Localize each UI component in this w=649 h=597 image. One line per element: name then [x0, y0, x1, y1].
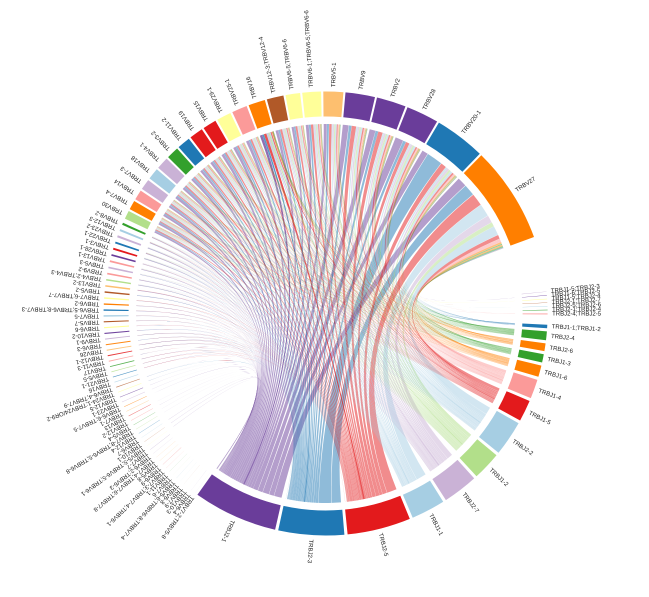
svg-text:TRBV10-2: TRBV10-2 [71, 330, 100, 339]
svg-text:TRBV5-2: TRBV5-2 [75, 286, 101, 294]
svg-text:TRBV6-6: TRBV6-6 [74, 324, 100, 332]
svg-text:TRBV26: TRBV26 [79, 347, 103, 357]
svg-text:TRBV9-2: TRBV9-2 [77, 265, 103, 275]
svg-text:TRBJ1-3: TRBJ1-3 [547, 357, 572, 368]
svg-text:TRBV6-3: TRBV6-3 [76, 342, 102, 352]
svg-text:TRBJ2-5;TRBJ2-6: TRBJ2-5;TRBJ2-6 [552, 302, 602, 310]
svg-text:TRBJ1-1;TRBJ1-2: TRBJ1-1;TRBJ1-2 [551, 324, 601, 333]
svg-text:TRBJ2-6: TRBJ2-6 [549, 346, 574, 356]
svg-text:TRBV5-1: TRBV5-1 [331, 62, 338, 88]
svg-text:TRBJ1-5;TRBJ2-4: TRBJ1-5;TRBJ2-4 [551, 293, 601, 302]
svg-text:TRBV6-2: TRBV6-2 [74, 299, 100, 306]
svg-text:TRBJ2-1;TRBJ2-7: TRBJ2-1;TRBJ2-7 [552, 298, 602, 306]
svg-text:TRBV5-3: TRBV5-3 [79, 258, 105, 269]
svg-text:TRBJ2-3: TRBJ2-3 [306, 539, 314, 564]
svg-text:TRBJ2-1;TRBJ2-4: TRBJ2-1;TRBJ2-4 [552, 307, 602, 314]
svg-text:TRBV11-3: TRBV11-3 [76, 359, 105, 371]
svg-text:TRBV12-1: TRBV12-1 [74, 353, 103, 364]
svg-text:TRBJ2-4: TRBJ2-4 [551, 334, 576, 342]
svg-text:TRBV7-5: TRBV7-5 [74, 312, 99, 318]
svg-text:TRBV2: TRBV2 [390, 77, 402, 98]
svg-text:TRBV17: TRBV17 [82, 364, 106, 375]
svg-text:TRBV6-1;TRBV6-5;TRBV6-6: TRBV6-1;TRBV6-5;TRBV6-6 [304, 9, 315, 87]
svg-text:TRBJ1-5;TRBJ2-3: TRBJ1-5;TRBJ2-3 [551, 284, 601, 295]
svg-text:TRBV13-2: TRBV13-2 [72, 278, 101, 287]
svg-text:TRBV5-7: TRBV5-7 [74, 318, 100, 325]
svg-text:TRBV7-6;TRBV7-7: TRBV7-6;TRBV7-7 [48, 291, 100, 301]
svg-text:TRBJ2-4;TRBJ2-5: TRBJ2-4;TRBJ2-5 [552, 311, 602, 317]
svg-text:TRBJ2-5: TRBJ2-5 [377, 533, 389, 558]
svg-text:TRBJ1-6;TRBJ2-5: TRBJ1-6;TRBJ2-5 [551, 288, 601, 298]
svg-text:TRBV6-5;TRBV6-8;TRBV7-3: TRBV6-5;TRBV6-8;TRBV7-3 [21, 305, 99, 312]
svg-text:TRBV9-1: TRBV9-1 [75, 336, 101, 345]
svg-text:TRBV9: TRBV9 [359, 70, 368, 91]
